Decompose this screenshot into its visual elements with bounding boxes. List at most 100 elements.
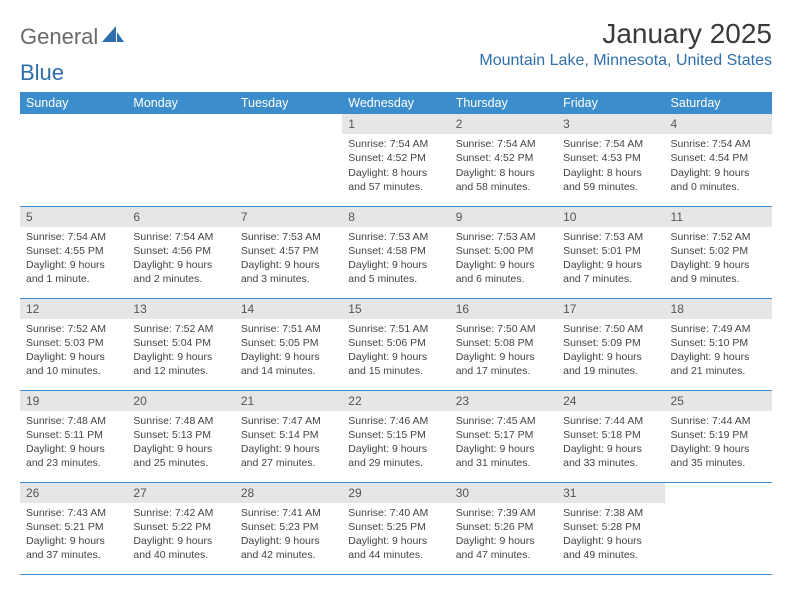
daylight-label: Daylight:: [133, 259, 174, 271]
day-cell: 13Sunrise: 7:52 AMSunset: 5:04 PMDayligh…: [127, 298, 234, 390]
logo-text-b: Blue: [20, 60, 64, 86]
day-body: Sunrise: 7:48 AMSunset: 5:13 PMDaylight:…: [127, 411, 234, 476]
day-cell: 23Sunrise: 7:45 AMSunset: 5:17 PMDayligh…: [450, 390, 557, 482]
day-body: Sunrise: 7:54 AMSunset: 4:52 PMDaylight:…: [342, 134, 449, 199]
logo-sail-icon: [102, 26, 124, 44]
day-number: 22: [342, 391, 449, 411]
day-number: 21: [235, 391, 342, 411]
day-cell: 25Sunrise: 7:44 AMSunset: 5:19 PMDayligh…: [665, 390, 772, 482]
sunrise-label: Sunrise:: [671, 415, 710, 427]
day-number: 28: [235, 483, 342, 503]
sunrise-value: 7:53 AM: [497, 231, 536, 243]
sunset-label: Sunset:: [671, 152, 707, 164]
logo-text-a: General: [20, 24, 98, 50]
sunrise-value: 7:44 AM: [712, 415, 751, 427]
daylight-label: Daylight:: [348, 351, 389, 363]
sunset-value: 5:23 PM: [279, 521, 318, 533]
sunrise-value: 7:44 AM: [605, 415, 644, 427]
day-number: 7: [235, 207, 342, 227]
sunrise-value: 7:43 AM: [67, 507, 106, 519]
day-body: Sunrise: 7:51 AMSunset: 5:05 PMDaylight:…: [235, 319, 342, 384]
day-cell: 10Sunrise: 7:53 AMSunset: 5:01 PMDayligh…: [557, 206, 664, 298]
day-cell: 17Sunrise: 7:50 AMSunset: 5:09 PMDayligh…: [557, 298, 664, 390]
day-body: Sunrise: 7:54 AMSunset: 4:54 PMDaylight:…: [665, 134, 772, 199]
day-cell: 27Sunrise: 7:42 AMSunset: 5:22 PMDayligh…: [127, 482, 234, 574]
day-number: 16: [450, 299, 557, 319]
daylight-label: Daylight:: [348, 259, 389, 271]
sunset-value: 5:25 PM: [387, 521, 426, 533]
day-cell: 15Sunrise: 7:51 AMSunset: 5:06 PMDayligh…: [342, 298, 449, 390]
table-row: ......1Sunrise: 7:54 AMSunset: 4:52 PMDa…: [20, 114, 772, 206]
col-header: Monday: [127, 92, 234, 114]
sunset-value: 4:58 PM: [387, 245, 426, 257]
sunset-label: Sunset:: [241, 245, 277, 257]
sunset-label: Sunset:: [348, 337, 384, 349]
sunset-label: Sunset:: [456, 152, 492, 164]
day-cell: 3Sunrise: 7:54 AMSunset: 4:53 PMDaylight…: [557, 114, 664, 206]
sunrise-value: 7:45 AM: [497, 415, 536, 427]
sunset-value: 4:54 PM: [709, 152, 748, 164]
day-body: Sunrise: 7:40 AMSunset: 5:25 PMDaylight:…: [342, 503, 449, 568]
daylight-label: Daylight:: [563, 259, 604, 271]
day-body: Sunrise: 7:52 AMSunset: 5:03 PMDaylight:…: [20, 319, 127, 384]
sunset-value: 5:05 PM: [279, 337, 318, 349]
sunrise-value: 7:54 AM: [390, 138, 429, 150]
col-header: Saturday: [665, 92, 772, 114]
sunset-value: 5:14 PM: [279, 429, 318, 441]
sunrise-value: 7:51 AM: [282, 323, 321, 335]
sunrise-label: Sunrise:: [671, 323, 710, 335]
sunset-value: 5:18 PM: [602, 429, 641, 441]
month-title: January 2025: [479, 18, 772, 50]
day-cell: 11Sunrise: 7:52 AMSunset: 5:02 PMDayligh…: [665, 206, 772, 298]
sunrise-label: Sunrise:: [26, 415, 65, 427]
sunset-label: Sunset:: [26, 521, 62, 533]
sunrise-value: 7:40 AM: [390, 507, 429, 519]
daylight-label: Daylight:: [671, 167, 712, 179]
sunset-value: 5:13 PM: [172, 429, 211, 441]
day-body: Sunrise: 7:50 AMSunset: 5:08 PMDaylight:…: [450, 319, 557, 384]
day-body: Sunrise: 7:41 AMSunset: 5:23 PMDaylight:…: [235, 503, 342, 568]
sunset-value: 5:19 PM: [709, 429, 748, 441]
sunrise-label: Sunrise:: [241, 507, 280, 519]
sunset-value: 4:52 PM: [387, 152, 426, 164]
day-number: 20: [127, 391, 234, 411]
table-row: 19Sunrise: 7:48 AMSunset: 5:11 PMDayligh…: [20, 390, 772, 482]
daylight-label: Daylight:: [26, 351, 67, 363]
day-body: Sunrise: 7:54 AMSunset: 4:55 PMDaylight:…: [20, 227, 127, 292]
sunrise-value: 7:50 AM: [605, 323, 644, 335]
day-body: Sunrise: 7:50 AMSunset: 5:09 PMDaylight:…: [557, 319, 664, 384]
day-cell: 9Sunrise: 7:53 AMSunset: 5:00 PMDaylight…: [450, 206, 557, 298]
logo: General: [20, 18, 124, 50]
day-body: Sunrise: 7:44 AMSunset: 5:19 PMDaylight:…: [665, 411, 772, 476]
day-cell: 12Sunrise: 7:52 AMSunset: 5:03 PMDayligh…: [20, 298, 127, 390]
sunrise-value: 7:54 AM: [605, 138, 644, 150]
sunrise-label: Sunrise:: [456, 415, 495, 427]
sunrise-value: 7:53 AM: [390, 231, 429, 243]
day-number: 30: [450, 483, 557, 503]
sunset-value: 5:02 PM: [709, 245, 748, 257]
sunrise-label: Sunrise:: [26, 323, 65, 335]
sunrise-label: Sunrise:: [563, 415, 602, 427]
sunset-value: 5:04 PM: [172, 337, 211, 349]
daylight-label: Daylight:: [563, 351, 604, 363]
sunset-label: Sunset:: [241, 521, 277, 533]
sunrise-value: 7:54 AM: [497, 138, 536, 150]
day-number: 17: [557, 299, 664, 319]
day-cell: 24Sunrise: 7:44 AMSunset: 5:18 PMDayligh…: [557, 390, 664, 482]
day-body: Sunrise: 7:48 AMSunset: 5:11 PMDaylight:…: [20, 411, 127, 476]
day-body: Sunrise: 7:54 AMSunset: 4:56 PMDaylight:…: [127, 227, 234, 292]
daylight-label: Daylight:: [241, 259, 282, 271]
daylight-label: Daylight:: [133, 351, 174, 363]
sunset-label: Sunset:: [563, 245, 599, 257]
day-number: 31: [557, 483, 664, 503]
calendar-head: SundayMondayTuesdayWednesdayThursdayFrid…: [20, 92, 772, 114]
day-cell: 16Sunrise: 7:50 AMSunset: 5:08 PMDayligh…: [450, 298, 557, 390]
daylight-label: Daylight:: [348, 167, 389, 179]
col-header: Thursday: [450, 92, 557, 114]
col-header: Sunday: [20, 92, 127, 114]
day-number: 3: [557, 114, 664, 134]
day-cell: 26Sunrise: 7:43 AMSunset: 5:21 PMDayligh…: [20, 482, 127, 574]
sunset-value: 5:06 PM: [387, 337, 426, 349]
day-cell: 1Sunrise: 7:54 AMSunset: 4:52 PMDaylight…: [342, 114, 449, 206]
calendar-body: ......1Sunrise: 7:54 AMSunset: 4:52 PMDa…: [20, 114, 772, 574]
